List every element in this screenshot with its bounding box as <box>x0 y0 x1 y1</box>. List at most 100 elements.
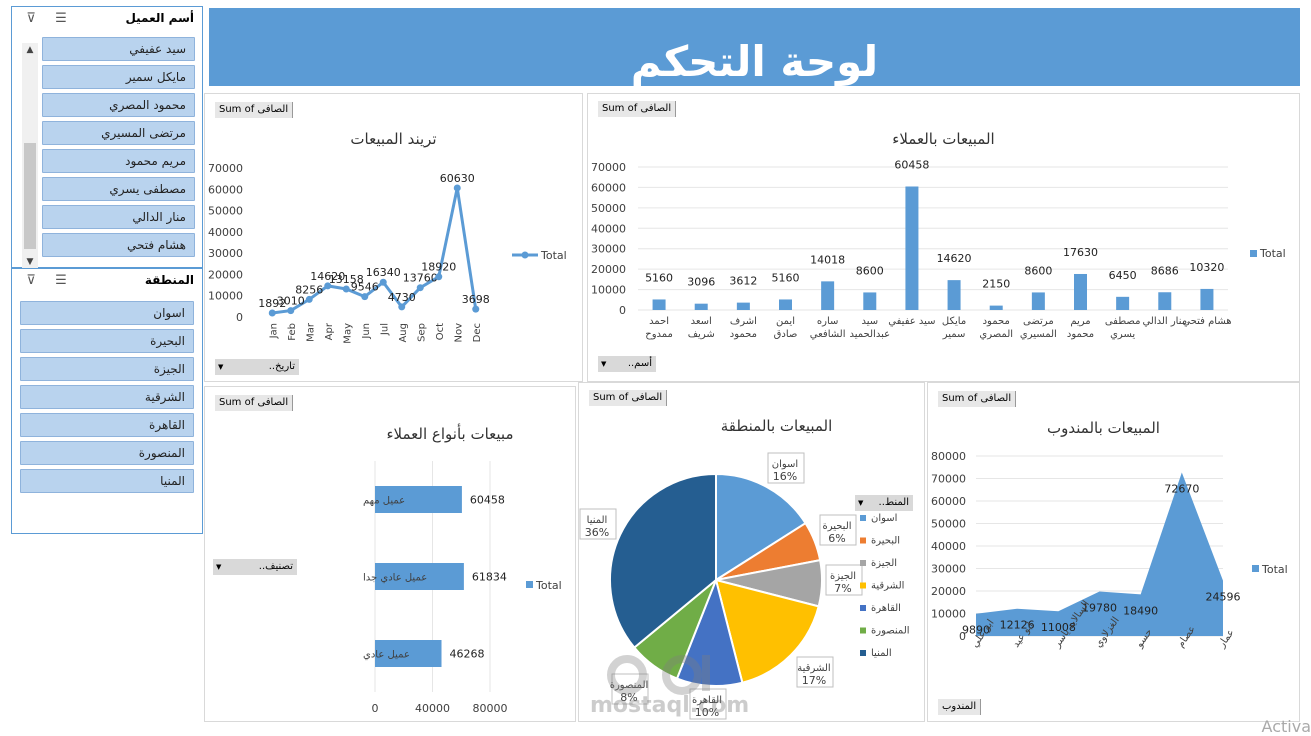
data-point <box>435 273 443 281</box>
data-label: 16340 <box>366 266 401 279</box>
bar <box>821 281 835 310</box>
type-filter-button[interactable]: تصنيف.. <box>213 559 297 575</box>
customer-slicer-item[interactable]: منار الدالي <box>42 205 195 229</box>
bar <box>736 302 750 310</box>
legend-marker <box>526 581 533 588</box>
scroll-up-icon[interactable]: ▲ <box>26 45 34 55</box>
region-slicer-title: المنطقة <box>144 273 194 287</box>
y-tick-label: 70000 <box>591 161 626 174</box>
x-tick-label: ممدوح <box>645 329 673 340</box>
clear-filter-icon[interactable]: ⊽ <box>26 11 36 26</box>
region-slicer-item[interactable]: الجيزة <box>20 357 194 381</box>
x-tick-label: يسري <box>1110 329 1135 340</box>
data-label-box <box>611 673 649 705</box>
x-tick-label: سمير <box>942 329 966 340</box>
region-slicer-item[interactable]: المنصورة <box>20 441 194 465</box>
region-slicer-item[interactable]: اسوان <box>20 301 194 325</box>
x-tick-label: Jul <box>379 323 390 336</box>
data-label: 18490 <box>1123 604 1158 617</box>
customer-slicer-item[interactable]: سيد عفيفي <box>42 37 195 61</box>
rep-filter-button[interactable]: المندوب <box>938 699 982 715</box>
customer-slicer-item[interactable]: محمود المصري <box>42 93 195 117</box>
data-label: 17630 <box>1063 246 1098 259</box>
data-label: 46268 <box>450 648 485 661</box>
data-label: 61834 <box>472 571 507 584</box>
reps-chart-panel: Sum of الصافى المبيعات بالمندوب 80000 700… <box>927 382 1300 722</box>
field-pill[interactable]: Sum of الصافى <box>215 395 294 411</box>
x-tick-label: مريم <box>1070 316 1090 327</box>
data-point <box>416 284 424 292</box>
field-pill[interactable]: Sum of الصافى <box>589 390 668 406</box>
legend-marker <box>860 582 866 589</box>
x-tick-label: مايكل <box>942 316 966 327</box>
y-tick-label: 70000 <box>931 473 966 486</box>
y-tick-label: 70000 <box>208 162 243 175</box>
data-label: 8600 <box>1024 264 1052 277</box>
x-tick-label: منار الدالي <box>1142 316 1187 327</box>
multi-select-icon[interactable]: ☰ <box>55 273 67 288</box>
chart-title: المبيعات بالعملاء <box>892 130 995 148</box>
field-pill[interactable]: Sum of الصافى <box>215 102 294 118</box>
data-label-name: الشرقية <box>797 663 830 674</box>
data-label: 4730 <box>388 291 416 304</box>
data-label-name: الجيزة <box>830 571 856 582</box>
legend-label: المنصورة <box>871 626 910 637</box>
data-label: 10320 <box>1189 261 1224 274</box>
data-label-name: اسوان <box>772 459 798 470</box>
region-legend-filter[interactable]: المنط.. <box>855 495 913 511</box>
x-tick-label: ايمن <box>776 316 795 327</box>
region-slicer-item[interactable]: البحيرة <box>20 329 194 353</box>
customer-slicer-item[interactable]: مريم محمود <box>42 149 195 173</box>
y-tick-label: 60000 <box>931 495 966 508</box>
customer-slicer-item[interactable]: مرتضى المسيري <box>42 121 195 145</box>
pie-slice <box>715 472 807 582</box>
customer-slicer-item[interactable]: هشام فتحي <box>42 233 195 257</box>
data-point <box>324 282 332 290</box>
legend-label: Total <box>540 249 567 262</box>
region-slicer-item[interactable]: المنيا <box>20 469 194 493</box>
data-label: 5160 <box>772 271 800 284</box>
y-tick-label: 40000 <box>591 222 626 235</box>
legend-label: القاهرة <box>871 603 901 614</box>
y-tick-label: 30000 <box>931 563 966 576</box>
x-tick-label: المصري <box>979 329 1013 340</box>
data-point <box>342 285 350 293</box>
data-point <box>305 295 313 303</box>
field-pill[interactable]: Sum of الصافى <box>598 101 677 117</box>
clear-filter-icon[interactable]: ⊽ <box>26 273 36 288</box>
customer-filter-button[interactable]: أسم.. <box>598 356 656 372</box>
customer-slicer-scrollbar[interactable]: ▲ ▼ <box>22 43 38 269</box>
region-chart-panel: Sum of الصافى المبيعات بالمنطقة اسوان 16%… <box>578 382 925 722</box>
data-label-percent: 36% <box>585 526 609 539</box>
data-point <box>287 307 295 315</box>
x-tick-label: اسعد <box>691 316 712 327</box>
trend-chart-panel: Sum of الصافى تريند المبيعات 70000 60000 5… <box>204 93 583 382</box>
y-tick-label: 60000 <box>591 181 626 194</box>
date-filter-button[interactable]: تاريخ.. <box>215 359 299 375</box>
customer-slicer-item[interactable]: مايكل سمير <box>42 65 195 89</box>
y-tick-label: 30000 <box>208 247 243 260</box>
scroll-down-icon[interactable]: ▼ <box>26 257 34 267</box>
field-pill[interactable]: Sum of الصافى <box>938 391 1017 407</box>
x-tick-label: محمود <box>730 329 757 340</box>
legend-label: Total <box>1259 247 1286 260</box>
y-tick-label: 50000 <box>591 202 626 215</box>
pie-slice <box>609 472 717 649</box>
region-slicer-item[interactable]: الشرقية <box>20 385 194 409</box>
scroll-thumb[interactable] <box>24 143 36 249</box>
customer-slicer-item[interactable]: مصطفى يسري <box>42 177 195 201</box>
bar <box>694 303 708 310</box>
region-pie-chart: اسوان16%البحيرة6%الجيزة7%الشرقية17%القاه… <box>579 452 910 720</box>
x-tick-label: اشرف <box>730 316 757 327</box>
region-slicer-item[interactable]: القاهرة <box>20 413 194 437</box>
legend-marker <box>1252 565 1259 572</box>
x-tick-label: May <box>342 323 353 344</box>
pie-slice <box>714 578 820 684</box>
x-tick-label: Feb <box>287 323 298 341</box>
x-tick-label: محمود <box>983 316 1010 327</box>
data-label: 5160 <box>645 271 673 284</box>
legend-marker <box>860 560 866 566</box>
y-tick-label: 0 <box>619 304 626 317</box>
multi-select-icon[interactable]: ☰ <box>55 11 67 26</box>
y-tick-label: 10000 <box>591 284 626 297</box>
